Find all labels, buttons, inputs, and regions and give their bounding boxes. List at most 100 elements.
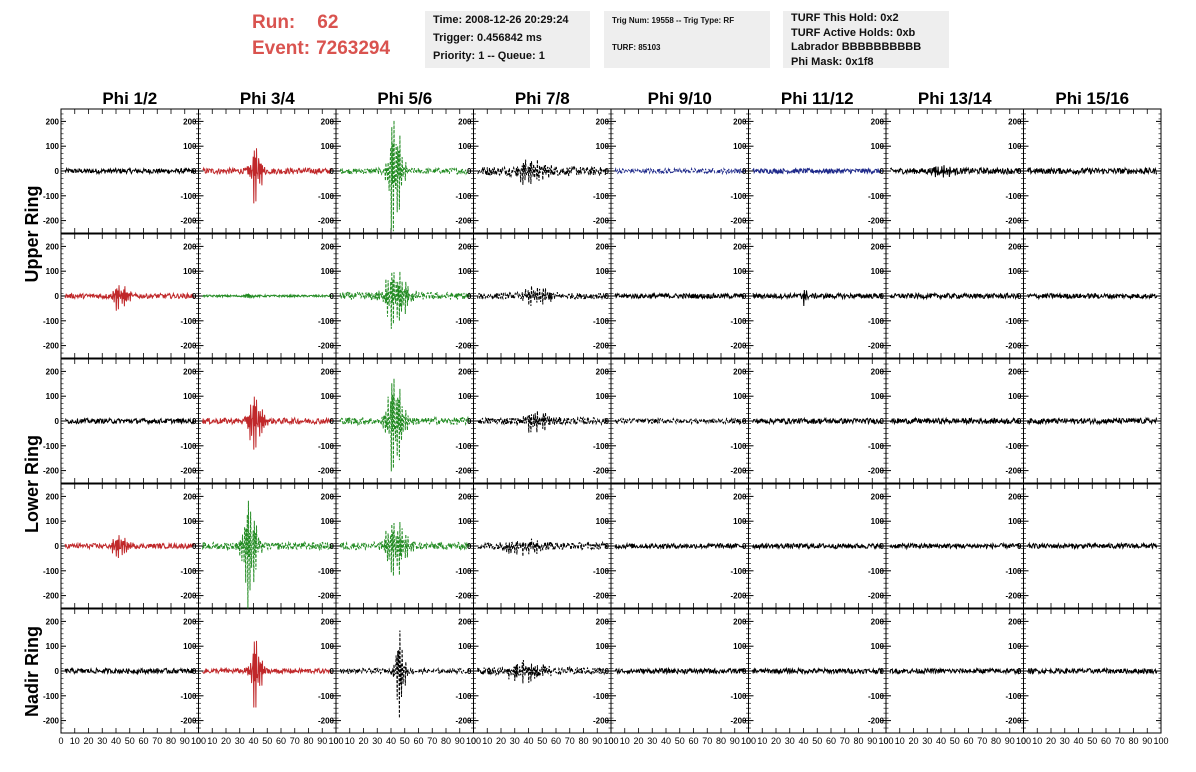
x-tick-label: 30 [235, 736, 245, 746]
y-tick-label: -200 [730, 217, 747, 226]
waveform-trace [339, 271, 470, 329]
x-tick-label: 40 [386, 736, 396, 746]
turf-info-box: TURF This Hold: 0x2 TURF Active Holds: 0… [783, 11, 949, 68]
y-tick-label: 100 [458, 517, 472, 526]
y-tick-label: 0 [192, 167, 197, 176]
waveform-trace [1027, 667, 1158, 676]
y-tick-label: 200 [321, 117, 335, 126]
y-tick-label: -100 [180, 192, 197, 201]
y-tick-label: 100 [46, 142, 60, 151]
y-tick-label: -100 [593, 567, 610, 576]
y-tick-label: 100 [46, 392, 60, 401]
x-tick-label: 50 [675, 736, 685, 746]
y-tick-label: 0 [467, 542, 472, 551]
y-tick-label: -200 [593, 592, 610, 601]
x-tick-label: 0 [608, 736, 613, 746]
x-tick-label: 30 [647, 736, 657, 746]
waveform-trace [65, 416, 195, 426]
y-tick-label: 0 [55, 667, 60, 676]
y-tick-label: 100 [596, 517, 610, 526]
x-tick-label: 30 [97, 736, 107, 746]
y-tick-label: -200 [43, 592, 60, 601]
waveform-trace [477, 538, 608, 557]
y-tick-label: -200 [455, 717, 472, 726]
y-tick-label: -200 [730, 342, 747, 351]
y-tick-label: 100 [458, 392, 472, 401]
y-tick-label: 100 [871, 267, 885, 276]
y-tick-label: 0 [330, 292, 335, 301]
y-tick-label: -200 [43, 467, 60, 476]
x-tick-label: 0 [58, 736, 63, 746]
y-tick-label: 200 [183, 117, 197, 126]
y-tick-label: 200 [458, 117, 472, 126]
y-tick-label: -100 [593, 442, 610, 451]
x-tick-label: 40 [936, 736, 946, 746]
x-tick-label: 10 [620, 736, 630, 746]
y-tick-label: -200 [180, 217, 197, 226]
y-tick-label: 0 [742, 542, 747, 551]
waveform-trace [202, 500, 333, 609]
waveform-trace [752, 542, 883, 551]
y-tick-label: -200 [1005, 342, 1022, 351]
y-tick-label: 200 [458, 492, 472, 501]
x-tick-label: 30 [1060, 736, 1070, 746]
y-tick-label: 0 [742, 292, 747, 301]
event-row: Event: 7263294 [252, 36, 390, 62]
column-header: Phi 3/4 [240, 89, 295, 108]
y-tick-label: 100 [733, 392, 747, 401]
y-tick-label: -100 [730, 692, 747, 701]
y-tick-label: 200 [733, 492, 747, 501]
y-tick-label: 0 [605, 542, 610, 551]
y-tick-label: 0 [55, 292, 60, 301]
x-tick-label: 0 [471, 736, 476, 746]
x-tick-label: 70 [290, 736, 300, 746]
y-tick-label: -100 [180, 442, 197, 451]
y-tick-label: 100 [871, 642, 885, 651]
y-tick-label: -100 [318, 567, 335, 576]
row-label: Nadir Ring [22, 626, 42, 717]
x-tick-label: 30 [372, 736, 382, 746]
y-tick-label: -200 [180, 592, 197, 601]
event-label: Event: [252, 38, 311, 59]
waveform-trace [64, 285, 195, 311]
y-tick-label: 200 [733, 117, 747, 126]
y-tick-label: 0 [880, 667, 885, 676]
y-tick-label: -100 [730, 317, 747, 326]
y-tick-label: 100 [183, 517, 197, 526]
labrador-text: Labrador BBBBBBBBBB [791, 41, 922, 53]
y-tick-label: 0 [742, 667, 747, 676]
y-tick-label: 100 [458, 142, 472, 151]
waveform-trace [477, 659, 608, 684]
x-tick-label: 40 [523, 736, 533, 746]
x-tick-label: 70 [702, 736, 712, 746]
x-tick-label: 90 [1005, 736, 1015, 746]
y-tick-label: 0 [742, 167, 747, 176]
x-tick-label: 20 [496, 736, 506, 746]
y-tick-label: -200 [318, 217, 335, 226]
x-tick-label: 80 [1128, 736, 1138, 746]
row-label: Lower Ring [22, 435, 42, 533]
y-tick-label: 200 [46, 492, 60, 501]
x-tick-label: 50 [400, 736, 410, 746]
waveform-trace [752, 289, 883, 307]
y-tick-label: -200 [43, 342, 60, 351]
waveform-trace [202, 640, 333, 708]
phi-mask-text: Phi Mask: 0x1f8 [791, 55, 874, 68]
waveform-trace [64, 166, 195, 176]
y-tick-label: -200 [43, 217, 60, 226]
x-tick-label: 70 [427, 736, 437, 746]
y-tick-label: 200 [1008, 367, 1022, 376]
y-tick-label: 100 [458, 267, 472, 276]
y-tick-label: 200 [733, 242, 747, 251]
y-tick-label: -200 [868, 217, 885, 226]
y-tick-label: 100 [1008, 142, 1022, 151]
x-tick-label: 20 [633, 736, 643, 746]
turf-active-text: TURF Active Holds: 0xb [791, 26, 916, 39]
y-tick-label: -200 [455, 217, 472, 226]
x-tick-label: 10 [895, 736, 905, 746]
y-tick-label: 100 [321, 142, 335, 151]
y-tick-label: 0 [605, 667, 610, 676]
x-tick-label: 30 [510, 736, 520, 746]
y-tick-label: -100 [318, 442, 335, 451]
y-tick-label: 100 [733, 142, 747, 151]
